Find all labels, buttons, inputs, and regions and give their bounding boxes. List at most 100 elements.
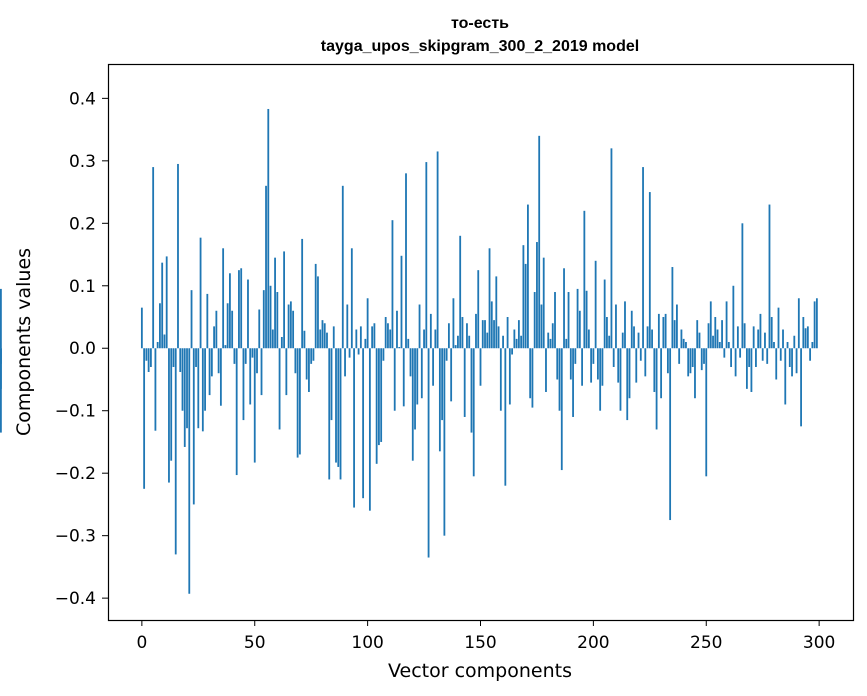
bar-221 bbox=[639, 348, 642, 361]
bar-192 bbox=[574, 348, 577, 364]
bar-171 bbox=[527, 204, 529, 349]
bar-211 bbox=[617, 348, 620, 383]
bar-125 bbox=[423, 329, 425, 349]
bar-262 bbox=[732, 285, 735, 349]
bar-194 bbox=[578, 310, 581, 349]
bar-272 bbox=[755, 348, 757, 367]
bar-134 bbox=[443, 348, 446, 536]
bar-48 bbox=[249, 348, 252, 405]
bar-111 bbox=[391, 220, 394, 349]
bar-184 bbox=[556, 348, 559, 380]
bar-247 bbox=[698, 332, 701, 349]
bar-158 bbox=[497, 326, 500, 349]
bar-299 bbox=[815, 298, 818, 349]
bar-12 bbox=[168, 348, 170, 483]
bar-82 bbox=[326, 332, 328, 349]
bar-22 bbox=[190, 290, 193, 349]
bar-283 bbox=[779, 348, 782, 361]
bar-97 bbox=[359, 326, 362, 349]
bar-109 bbox=[387, 323, 389, 349]
bar-14 bbox=[172, 348, 175, 367]
bar-122 bbox=[416, 348, 419, 405]
bar-222 bbox=[642, 167, 644, 349]
bar-124 bbox=[420, 348, 423, 399]
bar-21 bbox=[188, 348, 191, 594]
bar-11 bbox=[165, 256, 168, 349]
bar-104 bbox=[375, 348, 378, 464]
bar-276 bbox=[764, 332, 766, 349]
bar-106 bbox=[380, 348, 383, 442]
bar-73 bbox=[305, 348, 308, 380]
bar-56 bbox=[267, 108, 270, 349]
bar-157 bbox=[495, 276, 498, 349]
bar-85 bbox=[332, 326, 335, 349]
bar-256 bbox=[718, 342, 721, 349]
bar-138 bbox=[452, 298, 455, 349]
bar-155 bbox=[490, 301, 493, 349]
bar-36 bbox=[222, 248, 225, 349]
bar-292 bbox=[800, 348, 802, 427]
bar-207 bbox=[608, 335, 611, 349]
bar-13 bbox=[170, 348, 173, 461]
bar-180 bbox=[547, 332, 550, 349]
bar-245 bbox=[694, 348, 696, 399]
bar-181 bbox=[549, 338, 552, 349]
bar-81 bbox=[323, 323, 326, 349]
bar-67 bbox=[292, 310, 295, 349]
bar-undefined bbox=[0, 288, 2, 349]
bar-162 bbox=[506, 317, 509, 349]
bar-277 bbox=[766, 348, 769, 364]
bar-78 bbox=[317, 276, 319, 349]
bar-23 bbox=[192, 348, 195, 505]
bar-170 bbox=[524, 263, 527, 349]
bar-252 bbox=[709, 301, 712, 349]
bar-33 bbox=[215, 310, 218, 349]
bar-249 bbox=[703, 348, 705, 364]
bar-80 bbox=[321, 320, 324, 349]
bar-266 bbox=[741, 223, 744, 349]
bar-35 bbox=[219, 348, 222, 406]
bar-239 bbox=[680, 329, 683, 349]
bar-121 bbox=[414, 348, 416, 430]
bar-265 bbox=[739, 348, 742, 358]
bar-264 bbox=[736, 326, 739, 349]
bar-200 bbox=[592, 348, 595, 364]
bar-246 bbox=[696, 320, 699, 349]
bar-151 bbox=[481, 320, 484, 349]
bar-182 bbox=[551, 323, 554, 349]
bar-2 bbox=[145, 348, 148, 361]
bar-198 bbox=[587, 329, 590, 349]
bar-133 bbox=[441, 348, 444, 421]
bar-8 bbox=[159, 303, 161, 349]
bar-250 bbox=[705, 348, 708, 477]
bar-289 bbox=[793, 335, 796, 349]
bar-128 bbox=[429, 313, 432, 349]
bar-188 bbox=[565, 338, 568, 349]
bar-98 bbox=[362, 348, 365, 499]
x-tick-label: 250 bbox=[690, 633, 722, 653]
bar-110 bbox=[389, 329, 392, 349]
bar-41 bbox=[233, 348, 236, 364]
bar-84 bbox=[330, 348, 333, 421]
bar-undefined bbox=[0, 348, 2, 433]
x-tick-label: 100 bbox=[351, 633, 383, 653]
x-axis-ticks: 0 50 100 150 200 250 300 bbox=[136, 620, 835, 653]
bar-72 bbox=[303, 330, 306, 349]
bar-143 bbox=[463, 348, 466, 417]
bar-87 bbox=[337, 348, 340, 467]
bar-148 bbox=[475, 313, 477, 349]
bar-55 bbox=[265, 185, 267, 349]
bar-240 bbox=[682, 338, 685, 349]
bar-24 bbox=[195, 348, 197, 367]
y-tick-label: −0.2 bbox=[55, 464, 96, 484]
bar-19 bbox=[183, 348, 186, 447]
bar-227 bbox=[653, 348, 656, 392]
y-tick-label: −0.1 bbox=[55, 402, 96, 422]
bar-108 bbox=[384, 317, 387, 349]
bar-118 bbox=[407, 338, 410, 349]
bar-94 bbox=[353, 348, 355, 508]
bar-294 bbox=[804, 328, 807, 349]
bar-58 bbox=[271, 329, 274, 349]
bar-28 bbox=[204, 348, 206, 411]
bar-231 bbox=[662, 317, 665, 349]
